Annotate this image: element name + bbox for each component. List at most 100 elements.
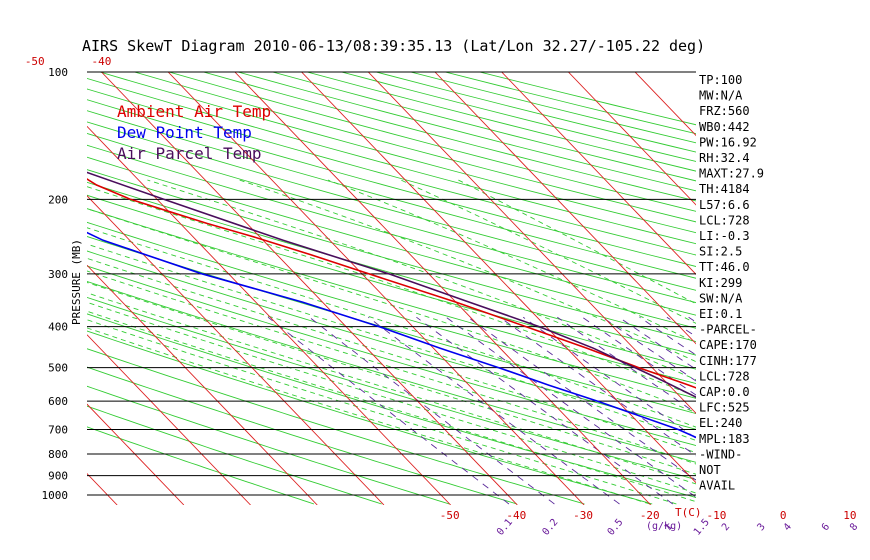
mixing-ratio-line [499,316,696,457]
isotherm-line [367,72,696,414]
pressure-tick-label: 200 [48,193,68,206]
dry-adiabat-line [87,110,696,279]
dry-adiabat-line [477,72,696,126]
pressure-tick-label: 500 [48,362,68,375]
pressure-tick-label: 600 [48,395,68,408]
mixing-ratio-tick-label: 1 [663,522,675,534]
index-item: LFC:525 [699,401,750,415]
mixing-ratio-unit-label: (g/kg) [646,521,682,532]
dry-adiabat-line [87,132,696,304]
index-item: TH:4184 [699,182,750,196]
mixing-ratio-line [467,316,696,481]
isotherm-line [768,72,870,505]
index-item: AVAIL [699,479,735,493]
pressure-tick-label: 100 [48,66,68,79]
isotherm-line [87,334,251,505]
pressure-tick-label: 1000 [42,489,69,502]
moist-adiabat-line [327,179,696,344]
index-item: SI:2.5 [699,245,742,259]
dry-adiabat-line [87,348,585,505]
bottom-temp-tick-label: 0 [780,509,787,522]
axis-labels: 1002003004005006007008009001000-120-110-… [25,55,870,538]
index-item: CAPE:170 [699,338,757,352]
moist-adiabat-line [87,292,696,485]
dry-adiabat-line [87,313,696,498]
dry-adiabat-line [87,194,696,370]
dry-adiabat-line [87,121,696,291]
mixing-ratio-line [557,316,696,414]
bottom-temp-tick-label: -20 [640,509,660,522]
bottom-temp-tick-label: 10 [843,509,856,522]
bottom-temp-tick-label: -30 [573,509,593,522]
isobars [87,71,696,496]
moist-adiabat-line [87,227,696,428]
series-line-ambient-air-temp [87,178,696,389]
index-item: CINH:177 [699,354,757,368]
isotherms [87,72,870,505]
dry-adiabat-line [236,72,696,192]
moist-adiabat-line [87,301,696,494]
dry-adiabat-line [87,169,696,342]
mixing-ratio-line [582,316,696,396]
series-line-dew-point-temp [87,231,696,439]
pressure-tick-label: 400 [48,321,68,334]
mixing-ratio-line [267,316,510,505]
mixing-ratio-line [445,316,696,498]
index-item: TT:46.0 [699,260,750,274]
dry-adiabat-line [87,280,696,463]
dry-adiabat-line [87,265,696,446]
mixing-ratio-tick-label: 0.5 [606,517,626,538]
index-item: MPL:183 [699,432,750,446]
isotherm-line [835,72,870,505]
bottom-temp-tick-label: -50 [440,509,460,522]
index-item: SW:N/A [699,291,743,305]
moist-adiabat-line [87,270,696,465]
moist-adiabat-line [87,281,696,475]
index-item: NOT [699,463,721,477]
isotherm-line [234,72,652,505]
index-item: PW:16.92 [699,135,757,149]
dry-adiabats [87,72,696,505]
pressure-tick-label: 300 [48,268,68,281]
mixing-ratio-line [602,316,696,382]
index-item: KI:299 [699,276,742,290]
chart-title: AIRS SkewT Diagram 2010-06-13/08:39:35.1… [82,37,705,55]
mixing-ratio-tick-label: 0.2 [540,517,560,538]
index-item: FRZ:560 [699,104,750,118]
index-item: MW:N/A [699,89,743,103]
mixing-ratio-line [309,316,555,505]
isotherm-line [568,72,696,206]
moist-adiabat-line [87,327,650,505]
dry-adiabat-line [87,385,450,505]
dry-adiabat-line [87,235,696,415]
mixing-ratio-tick-label: 2 [720,522,732,534]
moist-adiabat-line [147,179,696,381]
pressure-tick-label: 800 [48,448,68,461]
moist-adiabat-line [87,257,696,454]
dry-adiabat-line [270,72,696,182]
index-item: LI:-0.3 [699,229,750,243]
index-item: RH:32.4 [699,151,750,165]
index-item: EL:240 [699,416,742,430]
series-line-air-parcel-temp [87,171,696,398]
legend-item: Air Parcel Temp [117,144,262,163]
index-item: WB0:442 [699,120,750,134]
mixing-ratio-tick-label: 6 [820,522,832,534]
mixing-ratio-tick-label: 8 [848,522,860,534]
dry-adiabat-line [87,208,696,385]
bottom-temp-tick-label: -40 [506,509,526,522]
index-item: MAXT:27.9 [699,167,764,181]
y-axis-label: PRESSURE (MB) [70,239,83,325]
pressure-tick-label: 700 [48,423,68,436]
moist-adiabat-line [87,186,696,398]
dry-adiabat-line [87,296,696,481]
dry-adiabat-line [374,72,696,153]
moist-adiabat-line [239,179,696,363]
index-item: TP:100 [699,73,742,87]
moist-adiabat-line [87,319,677,505]
pressure-tick-label: 900 [48,470,68,483]
isotherm-line [87,195,385,505]
mixing-ratio-tick-label: 4 [782,522,794,534]
